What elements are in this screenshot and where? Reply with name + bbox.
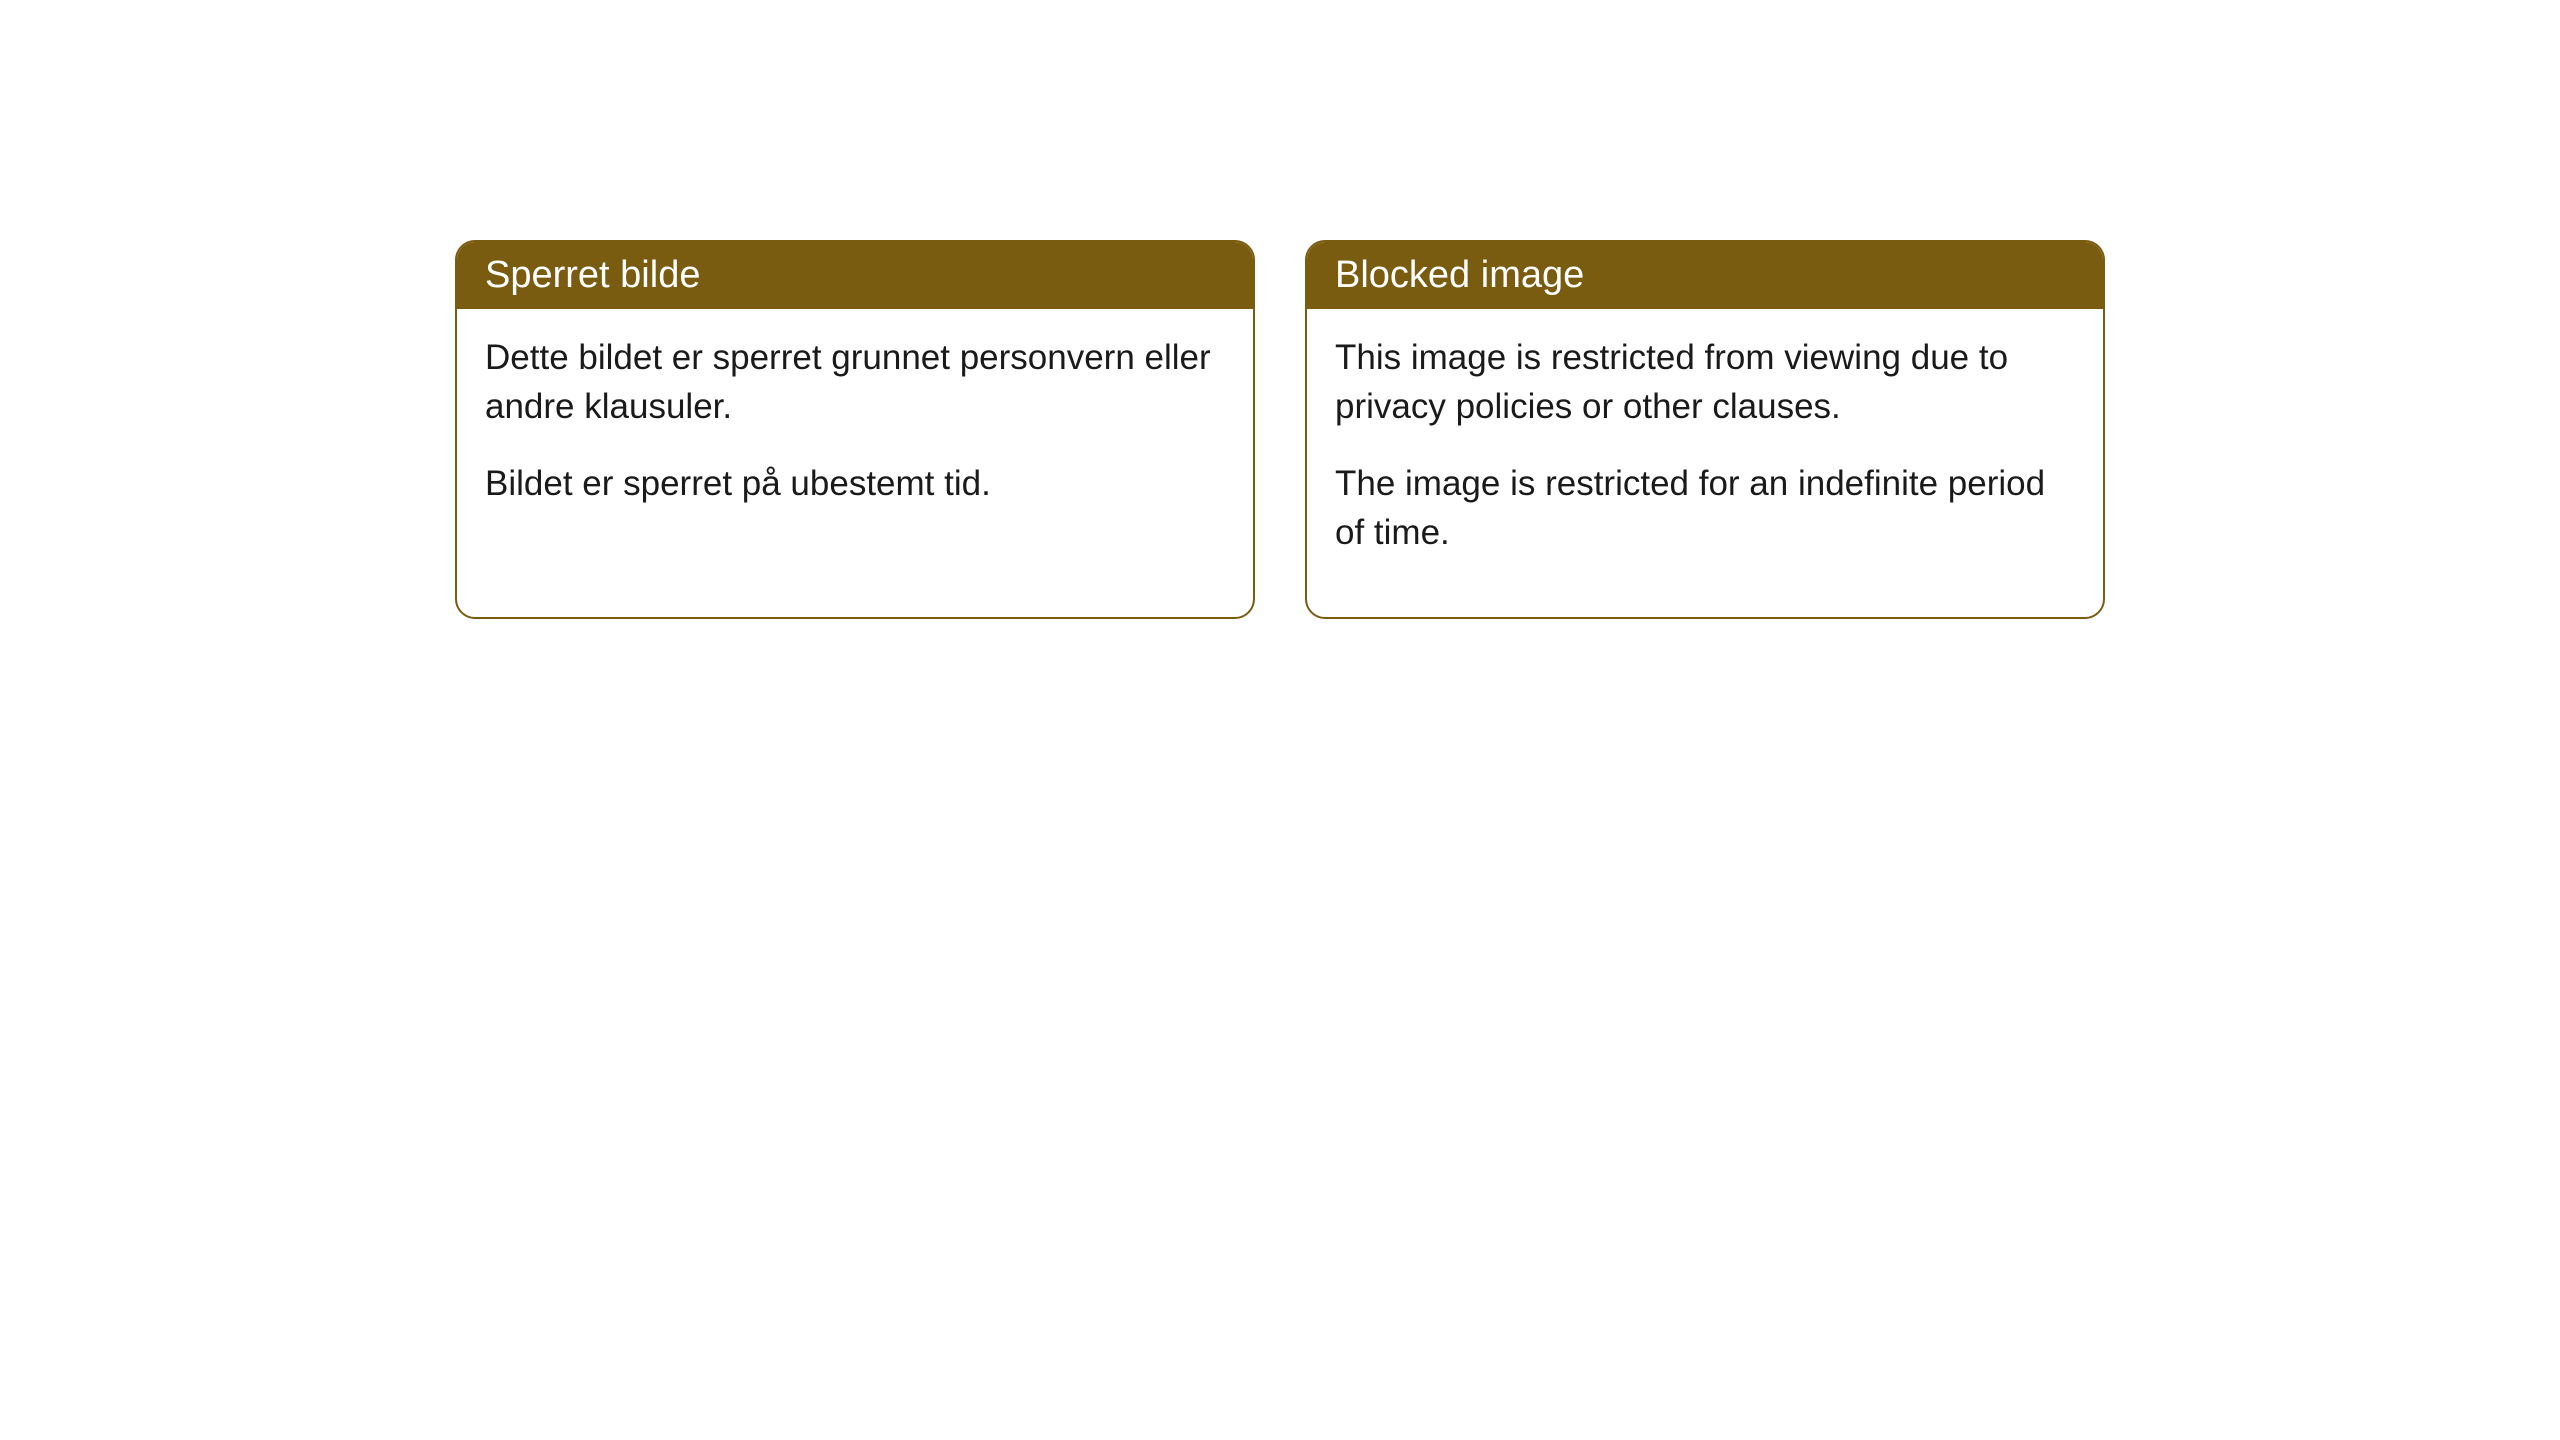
- blocked-image-card-norwegian: Sperret bilde Dette bildet er sperret gr…: [455, 240, 1255, 619]
- card-paragraph-1: This image is restricted from viewing du…: [1335, 333, 2075, 431]
- card-title: Sperret bilde: [485, 254, 700, 296]
- card-paragraph-2: Bildet er sperret på ubestemt tid.: [485, 459, 1225, 508]
- card-body-norwegian: Dette bildet er sperret grunnet personve…: [457, 309, 1253, 568]
- blocked-image-card-english: Blocked image This image is restricted f…: [1305, 240, 2105, 619]
- card-body-english: This image is restricted from viewing du…: [1307, 309, 2103, 617]
- card-paragraph-2: The image is restricted for an indefinit…: [1335, 459, 2075, 557]
- card-title: Blocked image: [1335, 254, 1584, 296]
- card-header-norwegian: Sperret bilde: [457, 242, 1253, 309]
- notification-cards-container: Sperret bilde Dette bildet er sperret gr…: [455, 240, 2105, 619]
- card-header-english: Blocked image: [1307, 242, 2103, 309]
- card-paragraph-1: Dette bildet er sperret grunnet personve…: [485, 333, 1225, 431]
